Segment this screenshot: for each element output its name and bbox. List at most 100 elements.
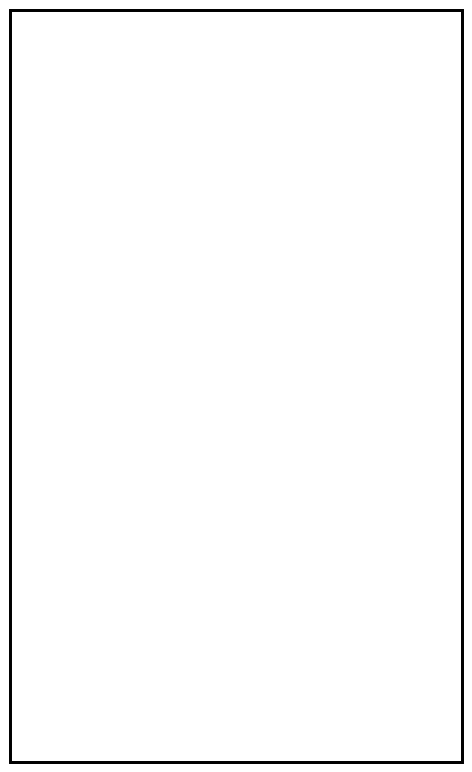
Text: 9,152: 9,152 [198,594,234,604]
Text: And you are—: And you are— [258,33,372,49]
Text: But
less
than: But less than [114,90,144,134]
Bar [238,423,318,430]
Text: 6,871: 6,871 [278,453,314,463]
Text: 60,550: 60,550 [14,453,58,463]
Text: 9,119: 9,119 [350,537,386,547]
Text: 9,152: 9,152 [350,594,386,604]
Text: 60,750: 60,750 [94,510,138,520]
Bar [10,321,462,328]
Text: 7,700: 7,700 [422,594,458,604]
Text: 8,976: 8,976 [198,269,234,279]
Text: 8,998: 8,998 [198,306,234,317]
Bar [10,174,462,226]
Text: 61,000: 61,000 [94,612,138,622]
Text: 7,524: 7,524 [422,269,458,279]
Text: 60,800: 60,800 [14,556,58,566]
Text: 9,031: 9,031 [198,371,234,381]
Text: 60,250: 60,250 [14,333,58,343]
Text: Head of
a
house-
hold: Head of a house- hold [400,83,452,141]
Bar [390,423,462,430]
Text: 7,678: 7,678 [422,556,458,566]
Text: At
least: At least [34,98,66,126]
Bar [390,226,462,627]
Text: 8,965: 8,965 [350,249,386,259]
Text: 9,031: 9,031 [350,371,386,381]
Bar [90,72,168,152]
Bar [10,72,90,152]
Text: 6,841: 6,841 [278,351,314,361]
Text: 9,086: 9,086 [350,472,386,482]
Text: 8,987: 8,987 [350,287,386,297]
Text: 9,097: 9,097 [350,492,386,502]
Text: 7,502: 7,502 [422,231,458,241]
Text: 60,400: 60,400 [14,390,58,399]
Text: 6,919: 6,919 [278,612,314,622]
Text: 9,064: 9,064 [350,435,386,445]
Text: 60,000: 60,000 [26,185,144,215]
Text: 6,823: 6,823 [278,287,314,297]
Text: 60,450: 60,450 [14,408,58,418]
Text: 60,600: 60,600 [94,453,138,463]
Bar [169,571,237,588]
Text: 60,000: 60,000 [14,231,58,241]
Text: 9,053: 9,053 [198,408,234,418]
Text: 9,042: 9,042 [198,390,234,399]
Text: Married
filing
sepa-
rately: Married filing sepa- rately [328,83,380,141]
Text: 7,535: 7,535 [422,287,458,297]
Text: 6,805: 6,805 [278,231,314,241]
Text: Married
filing
jointly *: Married filing jointly * [252,90,304,134]
Text: 6,889: 6,889 [278,510,314,520]
Bar [318,72,390,152]
Text: 7,601: 7,601 [422,408,458,418]
Text: 9,141: 9,141 [350,574,386,584]
Text: 60,050: 60,050 [14,249,58,259]
Text: 9,163: 9,163 [350,612,386,622]
Text: 9,075: 9,075 [350,453,386,463]
Text: 6,895: 6,895 [278,537,314,547]
Text: 6,853: 6,853 [278,390,314,399]
Text: 7,623: 7,623 [422,453,458,463]
Text: 6,817: 6,817 [278,269,314,279]
Text: 8,998: 8,998 [350,306,386,317]
Text: 60,600: 60,600 [14,472,58,482]
Text: 60,950: 60,950 [94,594,138,604]
Text: 60,500: 60,500 [94,408,138,418]
Text: 6,913: 6,913 [278,594,314,604]
Text: 7,579: 7,579 [422,371,458,381]
Text: 60,300: 60,300 [14,351,58,361]
Text: 60,700: 60,700 [14,510,58,520]
Text: 60,900: 60,900 [94,574,138,584]
Text: 8,965: 8,965 [198,249,234,259]
Text: 8,976: 8,976 [350,269,386,279]
Text: 7,568: 7,568 [422,351,458,361]
Text: 60,100: 60,100 [14,269,58,279]
Bar [238,72,318,152]
Text: If line 15
(taxable
income) is—: If line 15 (taxable income) is— [16,19,107,63]
Text: 6,901: 6,901 [278,556,314,566]
Text: 60,700: 60,700 [94,492,138,502]
Bar [168,72,238,152]
Text: 6,811: 6,811 [278,249,314,259]
Text: Your tax is—: Your tax is— [272,157,358,170]
Text: 9,020: 9,020 [198,351,234,361]
Text: Single: Single [182,106,224,118]
Text: 6,859: 6,859 [278,408,314,418]
Text: 9,020: 9,020 [350,351,386,361]
Text: 9,075: 9,075 [198,453,234,463]
Bar [238,321,318,328]
Text: 60,300: 60,300 [94,333,138,343]
Bar [390,321,462,328]
Text: 60,850: 60,850 [94,556,138,566]
Text: 9,119: 9,119 [198,537,234,547]
Text: 8,954: 8,954 [198,231,234,241]
Text: 8,954: 8,954 [350,231,386,241]
Text: 6,907: 6,907 [278,574,314,584]
Text: 60,100: 60,100 [94,249,138,259]
Text: 7,590: 7,590 [422,390,458,399]
Text: 60,550: 60,550 [94,435,138,445]
Text: 7,634: 7,634 [422,472,458,482]
Text: 9,141: 9,141 [198,574,234,584]
Text: 7,546: 7,546 [422,306,458,317]
Text: 6,865: 6,865 [278,435,314,445]
Text: 9,130: 9,130 [350,556,386,566]
